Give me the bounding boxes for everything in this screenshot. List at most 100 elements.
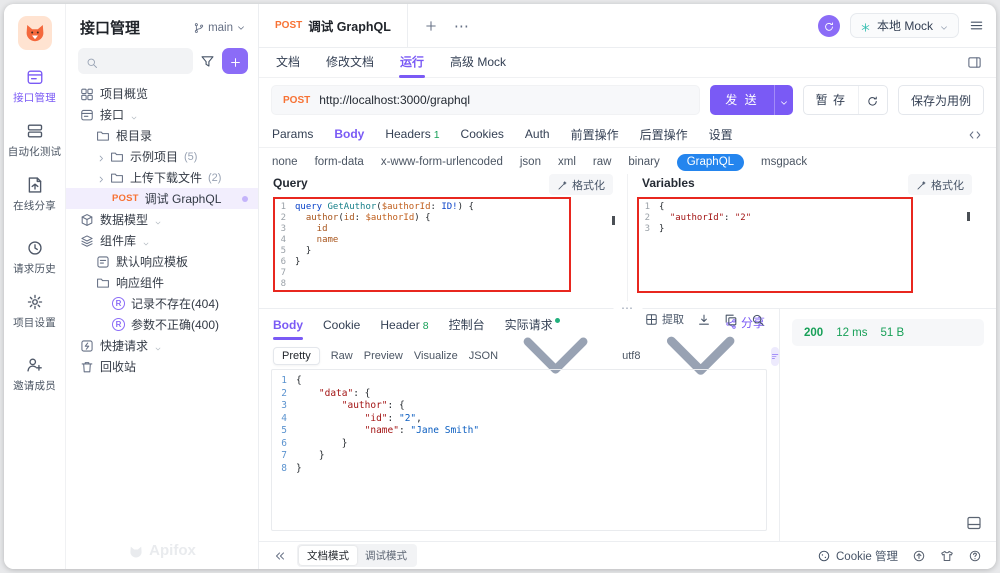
view-mode-preview[interactable]: Preview (363, 350, 403, 362)
tab-more-icon[interactable]: ⋯ (453, 17, 470, 35)
trash-icon (80, 360, 94, 374)
request-tab-cookies[interactable]: Cookies (460, 127, 504, 141)
tree-item[interactable]: 快捷请求 (66, 335, 258, 356)
filter-icon[interactable] (200, 54, 215, 69)
request-tab-设置[interactable]: 设置 (708, 127, 733, 142)
sync-icon[interactable] (817, 14, 840, 37)
tree-item[interactable]: 接口 (66, 104, 258, 125)
tree-item[interactable]: 数据模型 (66, 209, 258, 230)
search-input[interactable] (78, 48, 193, 74)
overview-icon (80, 87, 94, 101)
tree-item[interactable]: 上传下载文件 (2) (66, 167, 258, 188)
stash-button[interactable]: 暂 存 (815, 93, 846, 107)
response-tab[interactable]: Header 8 (380, 318, 429, 332)
query-editor[interactable]: 1 query GetAuthor($authorId: ID!) {2 auth… (273, 197, 571, 292)
view-mode-visualize[interactable]: Visualize (413, 350, 458, 362)
collapse-right-panel-icon[interactable] (967, 55, 982, 70)
body-type-raw[interactable]: raw (592, 156, 612, 168)
tab-count: 1 (433, 129, 440, 141)
expand-chevron-icon[interactable] (96, 151, 107, 162)
view-mode-pretty[interactable]: Pretty (273, 347, 320, 365)
tree-item[interactable]: 默认响应模板 (66, 251, 258, 272)
variables-editor[interactable]: 1{2 "authorId": "2" 3} (637, 197, 913, 293)
word-wrap-icon[interactable] (770, 346, 779, 366)
nav-label: 项目设置 (13, 317, 56, 329)
code-line: 2 "data": { (272, 388, 766, 401)
save-as-case-button[interactable]: 保存为用例 (897, 85, 984, 115)
collapse-sidebar-icon[interactable] (273, 549, 287, 563)
expand-chevron-icon[interactable] (96, 172, 107, 183)
tree-item[interactable]: 项目概览 (66, 83, 258, 104)
url-input[interactable]: POST http://localhost:3000/graphql (271, 85, 701, 115)
copy-icon[interactable] (724, 312, 738, 326)
tree-item[interactable]: 组件库 (66, 230, 258, 251)
doc-tab[interactable]: 文档 (276, 54, 301, 69)
request-tab-body[interactable]: Body (334, 127, 365, 141)
body-type-form-data[interactable]: form-data (314, 156, 364, 168)
mode-option[interactable]: 调试模式 (365, 550, 407, 562)
search-icon[interactable] (751, 312, 765, 326)
tree-item[interactable]: 回收站 (66, 356, 258, 377)
line-number: 4 (281, 412, 287, 424)
request-tab-auth[interactable]: Auth (524, 127, 550, 141)
response-toolbar: Pretty Raw Preview Visualize JSON utf8 (259, 336, 779, 376)
theme-icon[interactable] (940, 549, 954, 563)
tree-item[interactable]: R 记录不存在(404) (66, 293, 258, 314)
nav-history[interactable]: 请求历史 (8, 239, 62, 276)
body-type-x-www-form-urlencoded[interactable]: x-www-form-urlencoded (380, 156, 503, 168)
response-tab[interactable]: Body (273, 311, 303, 341)
dropdown-utf8[interactable]: utf8 (622, 297, 760, 414)
body-type-msgpack[interactable]: msgpack (761, 156, 808, 168)
body-type-none[interactable]: none (272, 156, 298, 168)
share-button[interactable]: 分享 (725, 314, 765, 331)
tree-item[interactable]: 响应组件 (66, 272, 258, 293)
request-tab-后置操作[interactable]: 后置操作 (639, 127, 688, 142)
menu-icon[interactable] (969, 18, 984, 33)
doc-tab[interactable]: 高级 Mock (450, 54, 507, 69)
environment-selector[interactable]: 本地 Mock (849, 13, 959, 38)
download-icon[interactable] (697, 312, 711, 326)
new-tab-button[interactable] (424, 19, 438, 33)
response-tab[interactable]: Cookie (323, 318, 361, 332)
send-options-caret[interactable] (773, 85, 793, 115)
request-tab-headers[interactable]: Headers 1 (385, 127, 440, 141)
layout-toggle-icon[interactable] (966, 515, 982, 531)
response-tab[interactable]: 控制台 (448, 318, 485, 332)
nav-settings[interactable]: 项目设置 (8, 293, 62, 330)
body-type-xml[interactable]: xml (557, 156, 576, 168)
mode-option[interactable]: 文档模式 (299, 546, 357, 565)
doc-tab[interactable]: 运行 (400, 48, 424, 78)
history-rollback-icon[interactable] (857, 86, 887, 114)
response-tab[interactable]: 实际请求 (505, 311, 560, 341)
response-body-viewer[interactable]: 1{2 "data": {3 "author": {4 "id": "2", 5 … (271, 369, 767, 531)
doc-tab[interactable]: 修改文档 (326, 54, 375, 69)
format-variables-button[interactable]: 格式化 (908, 174, 972, 195)
format-query-button[interactable]: 格式化 (549, 174, 613, 195)
body-type-graphql[interactable]: GraphQL (676, 153, 745, 171)
body-type-json[interactable]: json (519, 156, 541, 168)
request-tab-前置操作[interactable]: 前置操作 (570, 127, 619, 142)
tree-item[interactable]: 根目录 (66, 125, 258, 146)
tree-item-label: 参数不正确(400) (131, 318, 220, 332)
splitter-handle[interactable]: ⋯ (613, 301, 642, 315)
add-button[interactable] (222, 48, 248, 74)
view-mode-raw[interactable]: Raw (330, 350, 353, 362)
cookie-manager-button[interactable]: Cookie 管理 (817, 548, 898, 564)
nav-automation[interactable]: 自动化测试 (8, 122, 62, 159)
nav-api-manage[interactable]: 接口管理 (8, 68, 62, 105)
branch-selector[interactable]: main (193, 22, 246, 34)
help-icon[interactable] (968, 549, 982, 563)
tree-item[interactable]: R 参数不正确(400) (66, 314, 258, 335)
code-view-icon[interactable] (968, 127, 982, 141)
upgrade-icon[interactable] (912, 549, 926, 563)
send-button[interactable]: 发 送 (710, 85, 793, 115)
tree-item[interactable]: 示例项目 (5) (66, 146, 258, 167)
tree-item[interactable]: POST 调试 GraphQL (66, 188, 258, 209)
body-type-binary[interactable]: binary (628, 156, 660, 168)
apifox-logo-icon[interactable] (17, 16, 52, 50)
nav-invite[interactable]: 邀请成员 (8, 356, 62, 393)
request-tab[interactable]: POST 调试 GraphQL (259, 4, 408, 48)
extract-button[interactable]: 提取 (645, 311, 684, 327)
request-tab-params[interactable]: Params (272, 127, 314, 141)
nav-online-share[interactable]: 在线分享 (8, 176, 62, 213)
